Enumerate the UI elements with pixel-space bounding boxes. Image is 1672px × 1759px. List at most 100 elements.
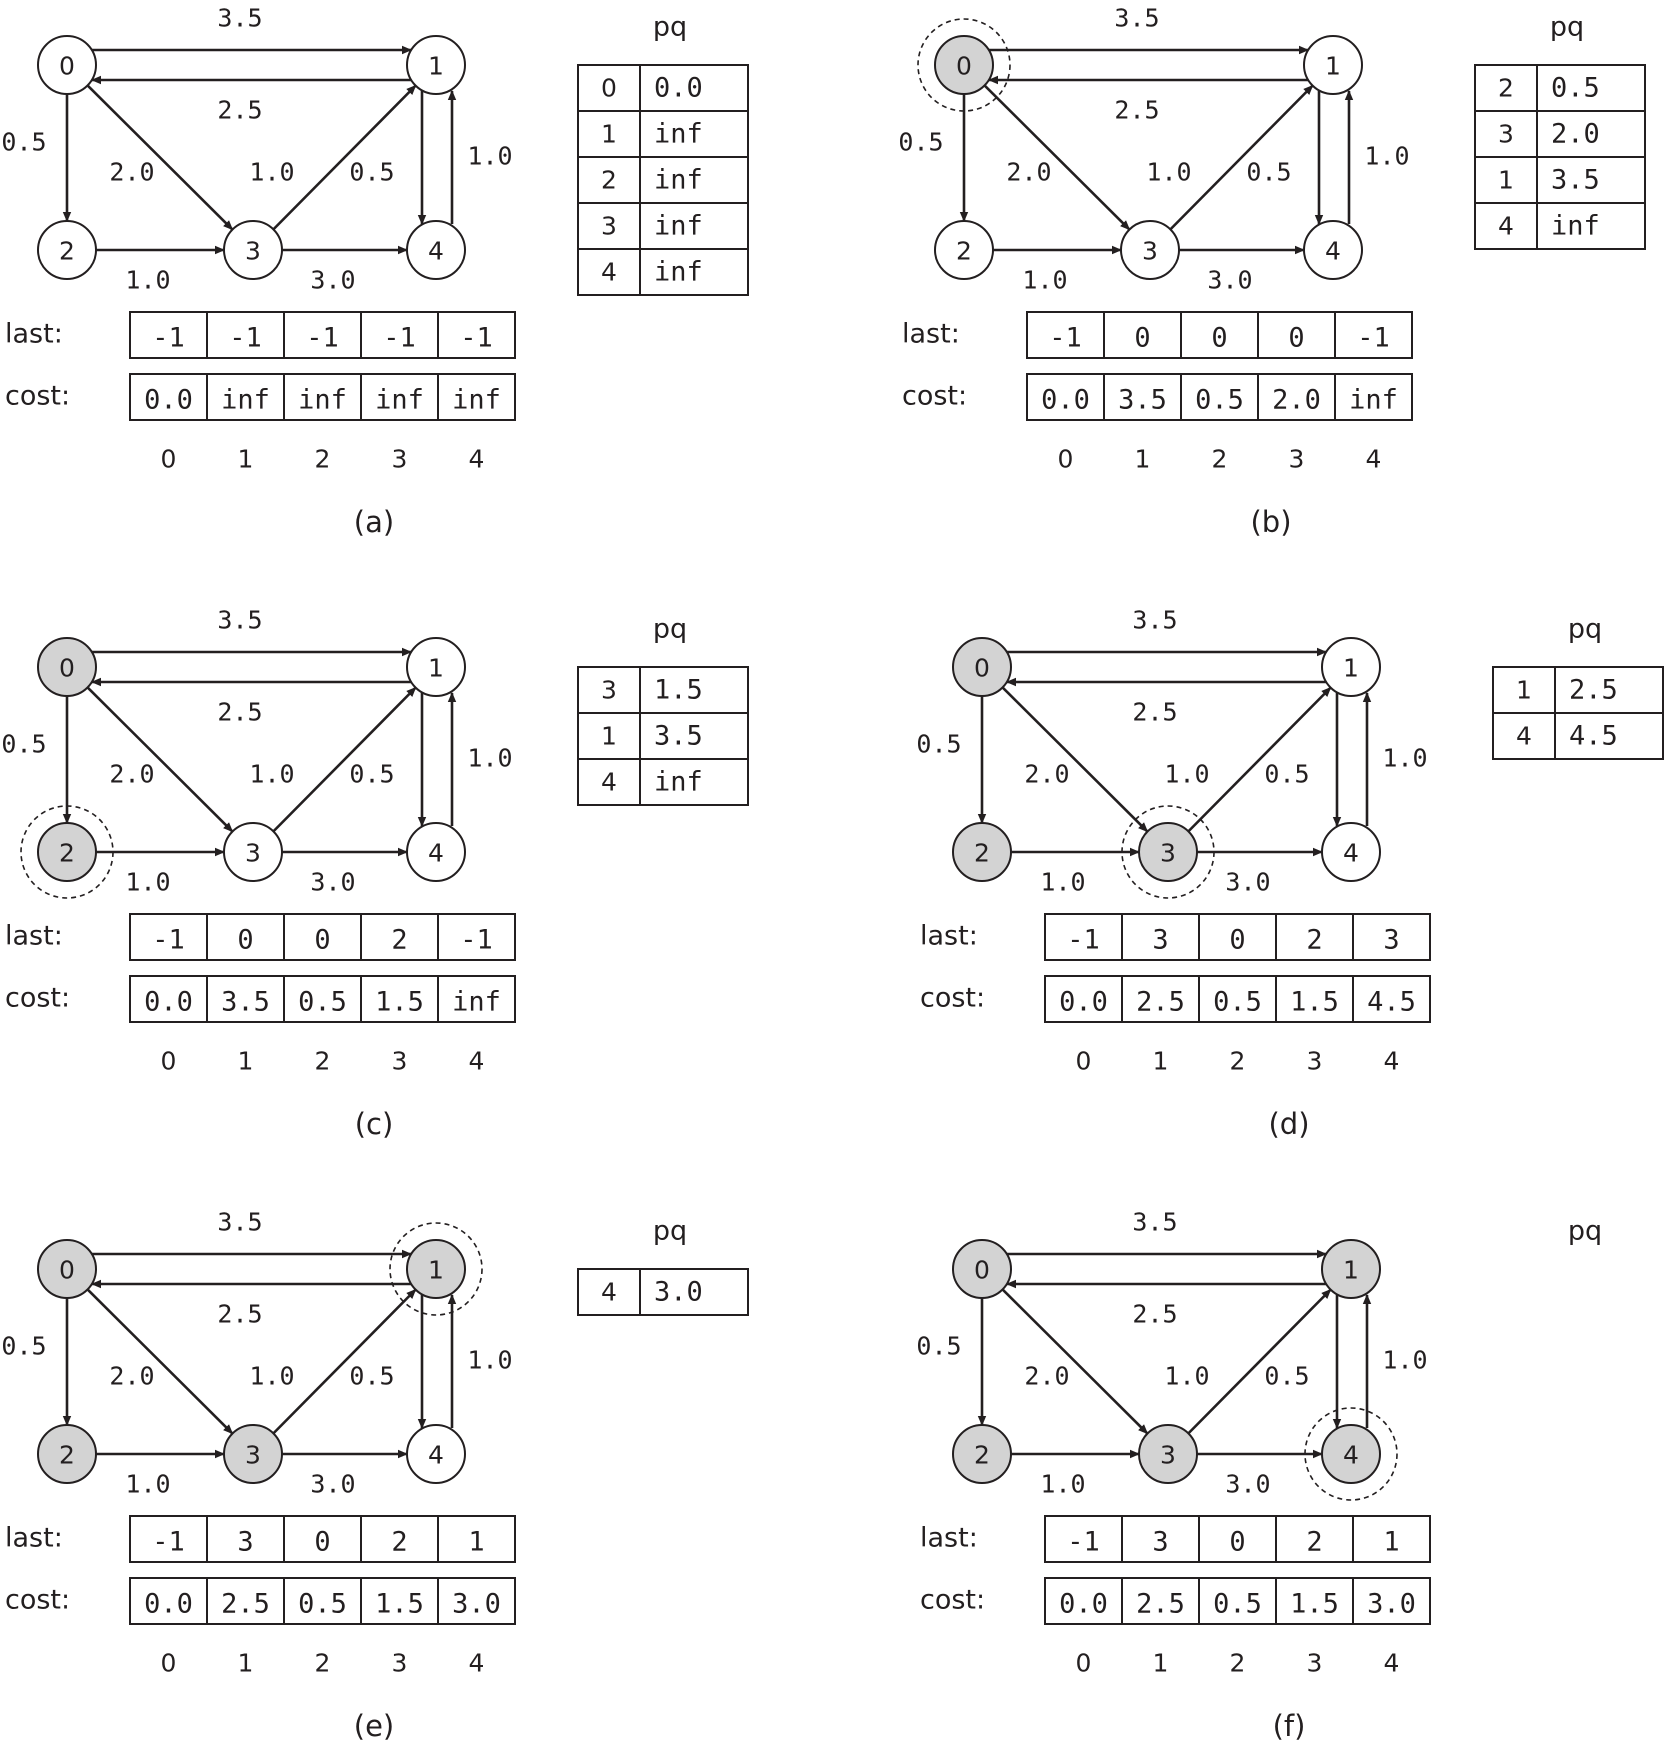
node-4 xyxy=(406,1424,466,1484)
pq-priority-cell xyxy=(639,248,749,296)
last-value: -1 xyxy=(1067,925,1100,956)
node-label: 4 xyxy=(1343,1441,1359,1470)
edge-weight-label: 1.0 xyxy=(249,1362,294,1391)
last-value: -1 xyxy=(460,323,493,354)
node-3 xyxy=(1120,220,1180,280)
edge-0-to-3 xyxy=(983,84,1131,231)
node-1 xyxy=(406,35,466,95)
pq-priority: inf xyxy=(654,257,703,288)
pq-title: pq xyxy=(1550,12,1584,43)
edge-0-to-3 xyxy=(86,1288,234,1435)
cost-cell xyxy=(1044,1577,1123,1625)
cost-value: 2.5 xyxy=(1136,987,1185,1018)
node-4 xyxy=(1303,220,1363,280)
last-value: -1 xyxy=(1067,1527,1100,1558)
pq-priority-cell xyxy=(1536,110,1646,158)
pq-key-cell xyxy=(577,758,641,806)
node-label: 2 xyxy=(59,839,75,868)
node-label: 3 xyxy=(1160,839,1176,868)
panel-a: 3.5 2.5 0.5 2.0 1.0 1.0 3.0 0.5 1.0 0 1 2 3 4 last: cos… xyxy=(1,4,749,539)
cost-value: 3.0 xyxy=(452,1589,501,1620)
priority-queue: pq xyxy=(1568,1216,1602,1247)
edge-weight-label: 3.5 xyxy=(1114,4,1159,33)
index-label: 2 xyxy=(1230,1649,1246,1678)
last-cell xyxy=(360,311,439,359)
edge-0-to-3 xyxy=(86,84,234,231)
cost-cell xyxy=(360,1577,439,1625)
edge-weight-label: 2.5 xyxy=(217,698,262,727)
priority-queue: pq 1 2.5 4 4.5 xyxy=(1492,614,1664,760)
cost-value: 2.0 xyxy=(1272,385,1321,416)
cost-cell xyxy=(1352,1577,1431,1625)
cost-row-label: cost: xyxy=(5,381,70,412)
edge-weight-label: 2.0 xyxy=(109,760,154,789)
last-value: 0 xyxy=(1288,323,1304,354)
pq-priority: 0.5 xyxy=(1551,73,1600,104)
cost-cell xyxy=(437,975,516,1023)
panel-b: 3.5 2.5 0.5 2.0 1.0 1.0 3.0 0.5 1.0 0 1 2 3 4 last: cos… xyxy=(898,4,1646,539)
node-0-visited xyxy=(952,637,1012,697)
index-label: 3 xyxy=(392,445,408,474)
pq-priority: inf xyxy=(654,119,703,150)
panel-caption: (c) xyxy=(355,1107,394,1141)
index-label: 4 xyxy=(469,1649,485,1678)
index-label: 0 xyxy=(161,1047,177,1076)
node-label: 0 xyxy=(974,654,990,683)
pq-title: pq xyxy=(1568,1216,1602,1247)
node-label: 1 xyxy=(428,52,444,81)
last-cell xyxy=(283,311,362,359)
last-value: -1 xyxy=(1049,323,1082,354)
edge-weight-label: 0.5 xyxy=(898,128,943,157)
edge-weight-label: 3.0 xyxy=(1225,1470,1270,1499)
node-3-visited xyxy=(1138,1424,1198,1484)
edge-weight-label: 2.5 xyxy=(1132,698,1177,727)
cost-cell xyxy=(283,373,362,421)
edge-weight-label: 3.0 xyxy=(310,1470,355,1499)
pq-key: 4 xyxy=(601,768,617,797)
node-2-visited xyxy=(37,822,97,882)
node-1-visited xyxy=(1321,1239,1381,1299)
node-label: 2 xyxy=(956,237,972,266)
last-value: 3 xyxy=(237,1527,253,1558)
pq-priority: inf xyxy=(654,211,703,242)
edge-weight-label: 1.0 xyxy=(125,1470,170,1499)
panel-c: 3.5 2.5 0.5 2.0 1.0 1.0 3.0 0.5 1.0 0 1 2 3 4 last: cos… xyxy=(1,606,749,1141)
cost-cell xyxy=(1121,975,1200,1023)
last-cell xyxy=(1026,311,1105,359)
node-4-visited xyxy=(1321,1424,1381,1484)
last-value: -1 xyxy=(460,925,493,956)
arrays: last: cost: -1 3 0 2 1 0.0 2.5 0.5 1.5 3.0 0 1 2 3 4 xyxy=(5,1515,516,1678)
graph: 3.5 2.5 0.5 2.0 1.0 1.0 3.0 0.5 1.0 0 1 2 3 4 xyxy=(1,606,513,899)
node-2 xyxy=(934,220,994,280)
cost-value: inf xyxy=(221,385,270,416)
cost-cell xyxy=(1352,975,1431,1023)
arrays: last: cost: -1 3 0 2 3 0.0 2.5 0.5 1.5 4.5 0 1 2 3 4 xyxy=(920,913,1431,1076)
node-label: 4 xyxy=(1325,237,1341,266)
edge-weight-label: 1.0 xyxy=(125,868,170,897)
pq-priority-cell xyxy=(639,64,749,112)
last-cell xyxy=(206,1515,285,1563)
last-value: -1 xyxy=(152,323,185,354)
index-label: 3 xyxy=(392,1047,408,1076)
cost-value: 0.0 xyxy=(144,385,193,416)
node-label: 2 xyxy=(974,1441,990,1470)
last-cell xyxy=(283,913,362,961)
last-cell xyxy=(437,1515,516,1563)
last-value: -1 xyxy=(1357,323,1390,354)
edge-weight-label: 1.0 xyxy=(1164,760,1209,789)
panel-caption: (a) xyxy=(354,505,394,539)
node-label: 0 xyxy=(59,1256,75,1285)
cost-value: inf xyxy=(452,385,501,416)
node-label: 2 xyxy=(59,1441,75,1470)
pq-priority: 3.5 xyxy=(654,721,703,752)
cost-cell xyxy=(437,1577,516,1625)
pq-priority: 4.5 xyxy=(1569,721,1618,752)
edge-weight-label: 3.0 xyxy=(1207,266,1252,295)
node-label: 1 xyxy=(1343,654,1359,683)
index-label: 2 xyxy=(315,1047,331,1076)
panel-f: 3.5 2.5 0.5 2.0 1.0 1.0 3.0 0.5 1.0 0 1 2 3 4 last: cos… xyxy=(916,1208,1602,1744)
pq-key-cell xyxy=(577,1268,641,1316)
index-label: 4 xyxy=(1384,1047,1400,1076)
node-label: 1 xyxy=(1343,1256,1359,1285)
